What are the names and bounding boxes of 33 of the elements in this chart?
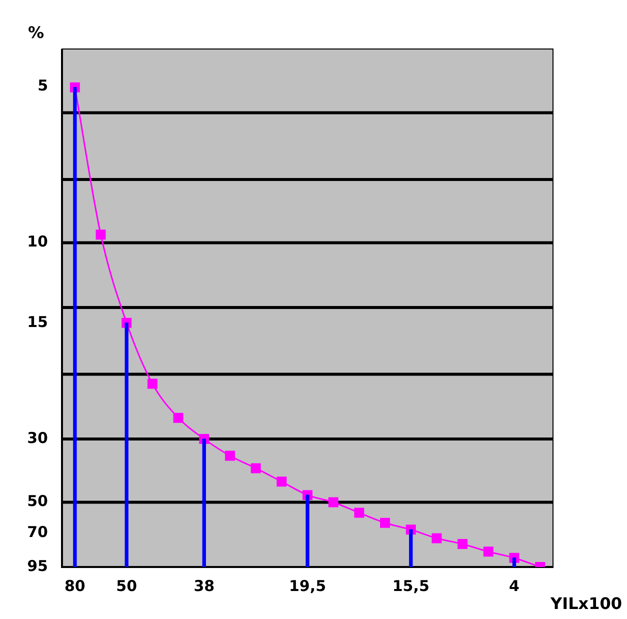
point <box>328 497 338 508</box>
text: 50 <box>27 492 48 510</box>
x-tick-label: 4 <box>509 576 520 595</box>
x-tick-label: 38 <box>194 576 215 595</box>
point <box>224 450 235 461</box>
bar <box>512 558 516 567</box>
x-tick-label: 19,5 <box>288 576 326 595</box>
point <box>354 508 364 518</box>
bar <box>409 529 413 567</box>
point <box>147 378 158 389</box>
x-tick-label: 15,5 <box>392 576 430 595</box>
point <box>96 230 106 240</box>
text: 5 <box>38 76 48 94</box>
x-axis-title: YILx100 <box>550 594 622 613</box>
text: 15 <box>27 312 48 331</box>
text: 10 <box>27 232 48 251</box>
x-tick-label: 50 <box>116 576 138 595</box>
point <box>432 533 442 544</box>
bar <box>202 438 206 567</box>
bar <box>73 87 77 567</box>
y-axis-title: % <box>28 23 44 42</box>
point <box>250 463 261 474</box>
text: 95 <box>27 556 48 575</box>
point <box>380 518 390 528</box>
x-tick-label: 80 <box>64 576 86 595</box>
point <box>483 546 494 557</box>
point <box>276 476 287 487</box>
point <box>173 412 184 423</box>
text: 30 <box>27 428 48 447</box>
text: 70 <box>27 522 48 541</box>
bar <box>306 494 310 567</box>
bar <box>124 322 128 567</box>
point <box>458 538 468 549</box>
